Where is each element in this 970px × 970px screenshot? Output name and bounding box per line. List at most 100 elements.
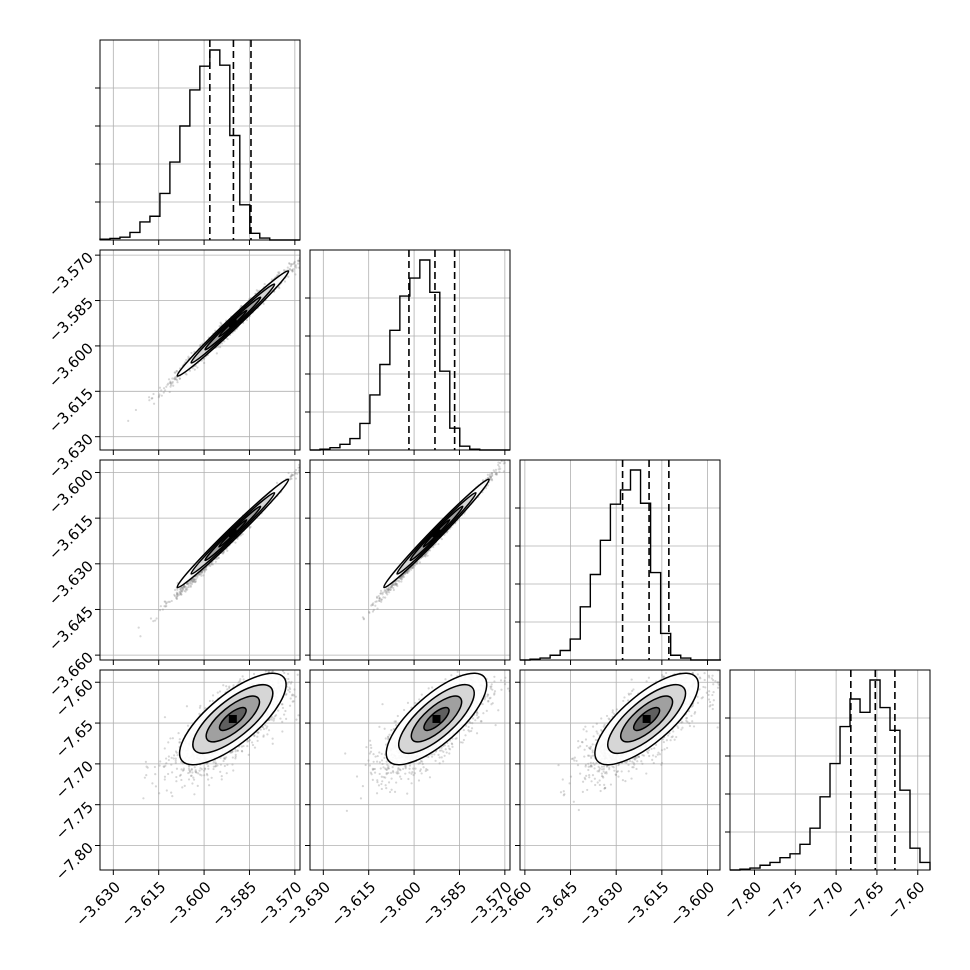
scatter-point — [500, 460, 503, 463]
scatter-point — [163, 765, 166, 769]
scatter-point — [292, 268, 295, 271]
scatter-point — [178, 377, 181, 380]
scatter-point — [390, 585, 393, 588]
scatter-point — [283, 269, 286, 272]
scatter-point — [490, 478, 493, 481]
scatter-point — [397, 579, 400, 582]
scatter-point — [494, 468, 498, 471]
scatter-point — [163, 600, 166, 603]
scatter-point — [219, 321, 222, 324]
scatter-point — [181, 586, 184, 589]
scatter-point — [185, 588, 188, 591]
scatter-point — [395, 583, 398, 586]
scatter-point — [185, 358, 188, 362]
scatter-point — [503, 461, 506, 465]
scatter-point — [386, 590, 389, 593]
scatter-point — [292, 262, 295, 266]
scatter-point — [212, 761, 215, 764]
scatter-point — [202, 357, 206, 361]
scatter-point — [387, 588, 390, 592]
scatter-point — [396, 584, 399, 588]
scatter-point — [413, 564, 417, 567]
scatter-point — [401, 574, 405, 577]
scatter-point — [391, 583, 394, 586]
scatter-point — [289, 475, 292, 478]
scatter-point — [392, 583, 395, 586]
scatter-point — [406, 571, 409, 574]
scatter-point — [371, 610, 375, 613]
scatter-point — [386, 588, 390, 591]
scatter-point — [502, 462, 505, 465]
scatter-point — [175, 593, 179, 596]
scatter-point — [290, 474, 293, 477]
scatter-point — [486, 473, 489, 476]
scatter-point — [297, 259, 300, 262]
histogram-step-line — [730, 679, 931, 871]
scatter-point — [203, 361, 206, 365]
scatter-point — [499, 461, 502, 465]
scatter-point — [305, 461, 307, 463]
scatter-point — [173, 371, 176, 374]
scatter-point — [268, 718, 271, 721]
scatter-panel-2-1 — [305, 449, 521, 665]
scatter-point — [196, 576, 199, 579]
scatter-point — [175, 595, 179, 598]
scatter-point — [179, 590, 182, 594]
scatter-point — [519, 449, 521, 451]
scatter-point — [294, 265, 297, 268]
scatter-point — [382, 596, 385, 599]
scatter-point — [198, 573, 201, 576]
scatter-point — [160, 394, 163, 397]
scatter-point — [494, 472, 498, 476]
scatter-point — [503, 460, 506, 463]
scatter-point — [389, 588, 392, 591]
scatter-point — [170, 599, 173, 603]
scatter-point — [301, 461, 303, 463]
scatter-point — [375, 596, 379, 600]
scatter-point — [425, 552, 428, 555]
scatter-point — [294, 472, 297, 475]
scatter-point — [203, 569, 206, 572]
histogram-step-line — [310, 259, 510, 451]
scatter-point — [494, 473, 497, 476]
scatter-point — [294, 477, 298, 480]
panel-frame — [309, 459, 511, 661]
scatter-point — [234, 541, 237, 544]
scatter-point — [401, 576, 404, 579]
scatter-point — [179, 592, 182, 595]
scatter-point — [400, 578, 403, 581]
scatter-point — [399, 577, 402, 580]
scatter-point — [270, 278, 274, 281]
scatter-point — [236, 537, 239, 541]
scatter-point — [394, 582, 398, 585]
scatter-point — [291, 269, 294, 273]
scatter-point — [391, 584, 394, 587]
scatter-point — [362, 618, 365, 621]
scatter-point — [426, 551, 429, 554]
scatter-point — [139, 635, 142, 638]
scatter-point — [165, 385, 168, 388]
scatter-point — [379, 589, 383, 592]
scatter-point — [167, 755, 170, 758]
scatter-point — [221, 552, 225, 555]
scatter-point — [163, 605, 166, 608]
scatter-point — [223, 340, 226, 343]
scatter-point — [324, 443, 326, 445]
scatter-point — [410, 566, 414, 569]
scatter-point — [415, 562, 418, 565]
scatter-point — [399, 577, 402, 580]
scatter-point — [174, 378, 177, 381]
scatter-point — [293, 261, 296, 264]
scatter-cloud — [361, 449, 521, 621]
scatter-point — [217, 556, 220, 559]
scatter-point — [175, 591, 178, 594]
scatter-point — [164, 605, 167, 608]
scatter-point — [495, 472, 499, 475]
scatter-point — [295, 266, 298, 269]
scatter-point — [380, 598, 383, 601]
scatter-point — [415, 562, 418, 566]
scatter-point — [168, 600, 171, 604]
scatter-point — [394, 582, 397, 585]
scatter-point — [392, 588, 395, 592]
scatter-point — [186, 724, 190, 727]
